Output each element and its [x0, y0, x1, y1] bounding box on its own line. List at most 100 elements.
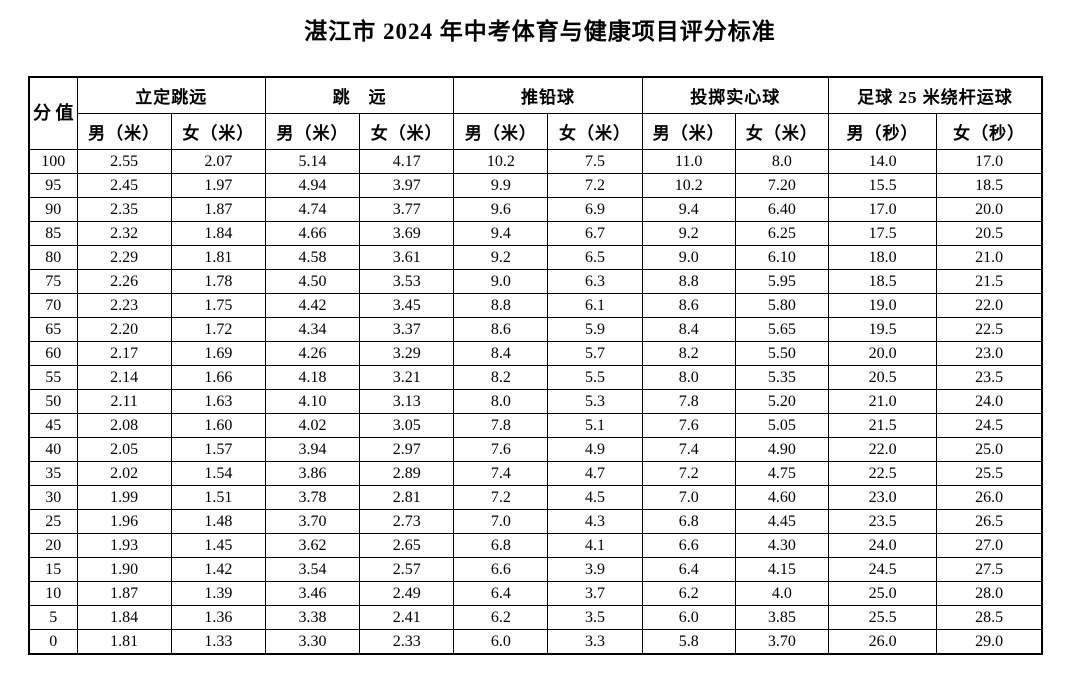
value-cell: 2.45	[76, 173, 172, 198]
value-cell: 3.54	[264, 557, 361, 582]
value-cell: 6.4	[453, 581, 549, 606]
value-cell: 3.97	[359, 173, 455, 198]
value-cell: 5.80	[734, 293, 829, 318]
score-cell: 80	[28, 245, 78, 270]
value-cell: 9.0	[453, 269, 549, 294]
value-cell: 25.5	[936, 461, 1043, 486]
value-cell: 2.73	[359, 509, 455, 534]
column-group-solid-ball-throw: 投掷实心球	[641, 76, 829, 114]
value-cell: 7.2	[641, 461, 736, 486]
value-cell: 2.29	[76, 245, 172, 270]
value-cell: 1.48	[170, 509, 266, 534]
value-cell: 3.70	[264, 509, 361, 534]
value-cell: 3.29	[359, 341, 455, 366]
value-cell: 2.26	[76, 269, 172, 294]
value-cell: 1.90	[76, 557, 172, 582]
value-cell: 1.42	[170, 557, 266, 582]
value-cell: 26.0	[936, 485, 1043, 510]
value-cell: 7.2	[547, 173, 643, 198]
value-cell: 2.97	[359, 437, 455, 462]
value-cell: 4.75	[734, 461, 829, 486]
value-cell: 6.5	[547, 245, 643, 270]
table-row: 75 2.26 1.78 4.50 3.53 9.0 6.3 8.8 5.95 18.5 21.5	[28, 269, 1043, 294]
value-cell: 2.65	[359, 533, 455, 558]
value-cell: 2.11	[76, 389, 172, 414]
value-cell: 1.45	[170, 533, 266, 558]
value-cell: 6.8	[453, 533, 549, 558]
value-cell: 23.0	[936, 341, 1043, 366]
table-row: 10 1.87 1.39 3.46 2.49 6.4 3.7 6.2 4.0 25.0 28.0	[28, 581, 1043, 606]
value-cell: 3.94	[264, 437, 361, 462]
subheader-female-meter: 女（米）	[547, 113, 643, 150]
value-cell: 27.5	[936, 557, 1043, 582]
value-cell: 4.3	[547, 509, 643, 534]
value-cell: 17.0	[827, 197, 938, 222]
value-cell: 6.0	[641, 605, 736, 630]
table-row: 15 1.90 1.42 3.54 2.57 6.6 3.9 6.4 4.15 24.5 27.5	[28, 557, 1043, 582]
value-cell: 1.78	[170, 269, 266, 294]
score-cell: 10	[28, 581, 78, 606]
value-cell: 1.84	[76, 605, 172, 630]
value-cell: 21.0	[827, 389, 938, 414]
value-cell: 3.69	[359, 221, 455, 246]
table-row: 30 1.99 1.51 3.78 2.81 7.2 4.5 7.0 4.60 23.0 26.0	[28, 485, 1043, 510]
value-cell: 1.75	[170, 293, 266, 318]
subheader-female-meter: 女（米）	[734, 113, 829, 150]
value-cell: 7.0	[641, 485, 736, 510]
value-cell: 8.6	[641, 293, 736, 318]
value-cell: 7.5	[547, 149, 643, 174]
value-cell: 3.77	[359, 197, 455, 222]
score-cell: 0	[28, 629, 78, 655]
value-cell: 4.94	[264, 173, 361, 198]
value-cell: 1.66	[170, 365, 266, 390]
value-cell: 2.32	[76, 221, 172, 246]
value-cell: 2.07	[170, 149, 266, 174]
value-cell: 8.0	[734, 149, 829, 174]
value-cell: 3.3	[547, 629, 643, 655]
value-cell: 18.5	[936, 173, 1043, 198]
value-cell: 27.0	[936, 533, 1043, 558]
table-row: 80 2.29 1.81 4.58 3.61 9.2 6.5 9.0 6.10 18.0 21.0	[28, 245, 1043, 270]
value-cell: 4.60	[734, 485, 829, 510]
score-cell: 45	[28, 413, 78, 438]
value-cell: 3.46	[264, 581, 361, 606]
value-cell: 22.0	[936, 293, 1043, 318]
table-row: 95 2.45 1.97 4.94 3.97 9.9 7.2 10.2 7.20 15.5 18.5	[28, 173, 1043, 198]
value-cell: 3.62	[264, 533, 361, 558]
value-cell: 3.85	[734, 605, 829, 630]
value-cell: 6.8	[641, 509, 736, 534]
value-cell: 5.5	[547, 365, 643, 390]
table-header: 分 值 立定跳远 跳 远 推铅球 投掷实心球 足球 25 米绕杆运球 男（米） …	[28, 76, 1043, 150]
value-cell: 3.38	[264, 605, 361, 630]
value-cell: 3.37	[359, 317, 455, 342]
score-cell: 70	[28, 293, 78, 318]
value-cell: 10.2	[641, 173, 736, 198]
value-cell: 19.0	[827, 293, 938, 318]
score-cell: 60	[28, 341, 78, 366]
value-cell: 8.2	[453, 365, 549, 390]
value-cell: 4.02	[264, 413, 361, 438]
value-cell: 7.4	[641, 437, 736, 462]
value-cell: 4.66	[264, 221, 361, 246]
score-cell: 5	[28, 605, 78, 630]
value-cell: 2.20	[76, 317, 172, 342]
value-cell: 6.2	[641, 581, 736, 606]
value-cell: 8.4	[641, 317, 736, 342]
value-cell: 5.7	[547, 341, 643, 366]
subheader-female-second: 女（秒）	[936, 113, 1043, 150]
table-row: 40 2.05 1.57 3.94 2.97 7.6 4.9 7.4 4.90 22.0 25.0	[28, 437, 1043, 462]
subheader-male-meter: 男（米）	[453, 113, 549, 150]
value-cell: 3.70	[734, 629, 829, 655]
value-cell: 3.61	[359, 245, 455, 270]
score-cell: 75	[28, 269, 78, 294]
value-cell: 28.5	[936, 605, 1043, 630]
column-group-standing-long-jump: 立定跳远	[76, 76, 266, 114]
value-cell: 21.5	[936, 269, 1043, 294]
value-cell: 6.2	[453, 605, 549, 630]
value-cell: 5.05	[734, 413, 829, 438]
value-cell: 2.89	[359, 461, 455, 486]
value-cell: 21.5	[827, 413, 938, 438]
value-cell: 5.65	[734, 317, 829, 342]
value-cell: 1.54	[170, 461, 266, 486]
value-cell: 1.96	[76, 509, 172, 534]
